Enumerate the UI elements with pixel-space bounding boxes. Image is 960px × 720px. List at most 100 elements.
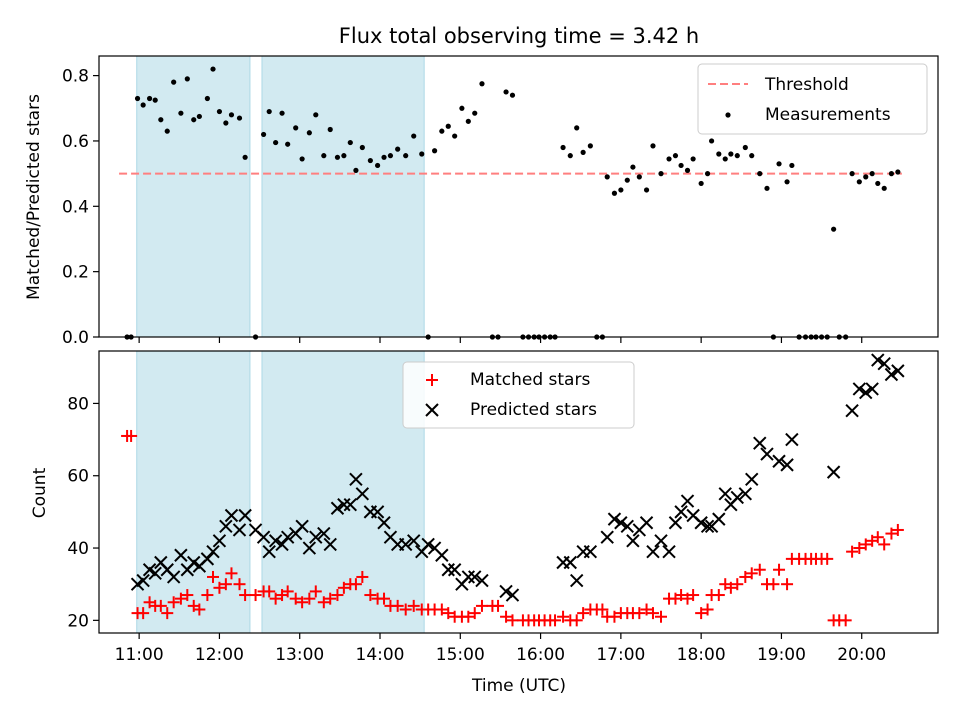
matched-point <box>468 607 481 620</box>
matched-point <box>337 581 350 594</box>
measurement-point <box>479 81 485 87</box>
measurement-point <box>459 105 465 111</box>
predicted-point <box>407 534 421 548</box>
matched-point <box>731 578 744 591</box>
measurement-point <box>452 133 458 139</box>
measurement-point <box>643 187 650 193</box>
predicted-point <box>614 516 628 530</box>
matched-point <box>281 585 294 598</box>
predicted-point <box>275 537 289 552</box>
predicted-point <box>891 364 905 378</box>
matched-point <box>492 599 505 612</box>
matched-point <box>506 614 519 627</box>
predicted-stars-series <box>130 353 905 602</box>
predicted-point <box>626 534 640 548</box>
matched-point <box>317 596 330 609</box>
measurement-point <box>327 126 333 133</box>
measurement-point <box>869 171 875 177</box>
predicted-point <box>398 537 413 552</box>
measurement-point <box>708 138 715 144</box>
measurement-point <box>716 151 722 157</box>
measurement-point <box>334 154 341 160</box>
matched-point <box>753 563 766 576</box>
predicted-point <box>343 497 358 512</box>
predicted-point <box>505 588 520 602</box>
legend-predicted-label: Predicted stars <box>470 400 597 420</box>
top-axes-frame <box>98 55 939 338</box>
matched-point <box>891 523 904 536</box>
measurements-series <box>124 66 901 340</box>
measurement-point <box>347 139 353 146</box>
legend-matched-swatch <box>426 374 438 386</box>
measurement-point <box>465 118 471 124</box>
predicted-point <box>268 534 283 548</box>
measurement-point <box>728 151 734 157</box>
matched-point <box>174 592 187 605</box>
predicted-point <box>349 472 363 487</box>
matched-point <box>739 570 752 583</box>
top-y-axis-label: Matched/Predicted stars <box>24 94 44 300</box>
bottom-legend: Matched stars Predicted stars <box>402 361 635 429</box>
measurement-point <box>650 143 656 149</box>
measurement-point <box>374 162 381 169</box>
matched-point <box>712 589 725 602</box>
measurement-point <box>321 153 327 159</box>
matched-point <box>125 429 138 442</box>
predicted-point <box>845 403 859 418</box>
matched-point <box>193 603 206 616</box>
measurement-point <box>381 154 387 160</box>
matched-point <box>646 607 659 620</box>
measurement-point <box>341 153 347 159</box>
shaded-band <box>136 55 251 338</box>
measurement-point <box>630 164 636 170</box>
x-tick-label: 16:00 <box>516 645 565 665</box>
matched-point <box>201 589 214 602</box>
matched-point <box>181 589 194 602</box>
predicted-point <box>859 385 873 400</box>
bottom-x-ticks: 11:00 12:00 13:00 14:00 15:00 16:00 17:00 18:00… <box>115 633 886 665</box>
predicted-point <box>468 570 482 584</box>
measurement-point <box>574 125 580 131</box>
matched-point <box>570 614 583 627</box>
matched-point <box>303 592 316 605</box>
top-y-ticks: 0.0 0.2 0.4 0.6 0.8 <box>62 67 99 348</box>
measurement-point <box>285 141 291 147</box>
measurement-point <box>146 95 153 102</box>
predicted-point <box>718 487 732 501</box>
measurement-point <box>191 117 197 123</box>
measurement-point <box>856 179 862 185</box>
predicted-point <box>785 432 799 447</box>
matched-point <box>633 607 646 620</box>
matched-point <box>331 589 344 602</box>
bottom-shaded-bands <box>136 350 425 634</box>
predicted-point <box>826 465 841 479</box>
measurement-point <box>353 167 359 173</box>
y-tick-label: 40 <box>67 539 89 559</box>
matched-point <box>839 614 852 627</box>
measurement-point <box>503 89 509 95</box>
measurement-point <box>684 167 691 173</box>
predicted-point <box>852 382 867 396</box>
matched-point <box>207 570 220 583</box>
predicted-point <box>206 544 220 559</box>
measurement-point <box>439 128 445 134</box>
predicted-point <box>370 505 385 519</box>
predicted-point <box>232 523 247 537</box>
matched-point <box>137 607 150 620</box>
measurement-point <box>164 128 170 134</box>
matched-point <box>213 581 226 594</box>
measurement-point <box>875 180 881 187</box>
matched-point <box>269 592 282 605</box>
measurement-point <box>184 76 190 82</box>
matched-point <box>391 599 404 612</box>
predicted-point <box>377 516 391 530</box>
predicted-point <box>200 552 215 566</box>
measurement-point <box>367 157 373 164</box>
measurement-point <box>742 144 748 151</box>
y-tick-label: 0.0 <box>62 328 89 348</box>
y-tick-label: 60 <box>67 467 89 487</box>
matched-point <box>435 603 448 616</box>
measurement-point <box>690 156 696 162</box>
predicted-point <box>317 526 331 541</box>
